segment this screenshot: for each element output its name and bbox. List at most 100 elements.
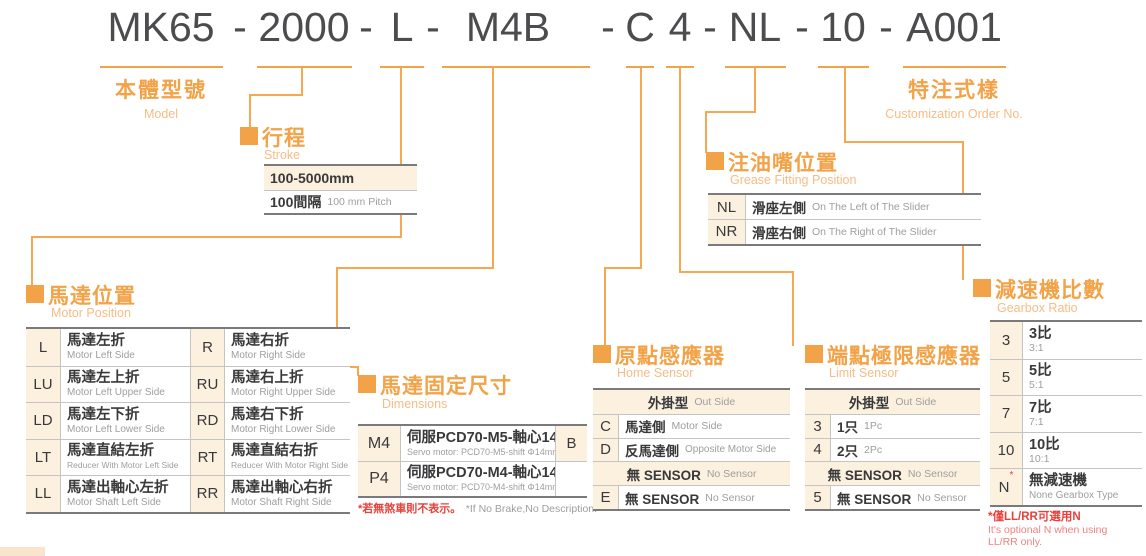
- table-row: NL 滑座左側 On The Left of The Slider: [708, 195, 981, 220]
- table-row: C 馬達側 Motor Side: [593, 413, 790, 438]
- code-segment-motor-position: L: [390, 4, 414, 50]
- connector-line: [31, 236, 402, 238]
- code-separator: -: [233, 4, 247, 50]
- option-label-en: 7:1: [1029, 415, 1044, 428]
- connector-line: [249, 94, 251, 128]
- option-code: RT: [190, 439, 224, 475]
- option-code: RD: [190, 403, 224, 439]
- option-code: N *: [990, 469, 1022, 505]
- stroke-pitch-en: 100 mm Pitch: [327, 195, 392, 208]
- code-separator: -: [359, 4, 373, 50]
- option-label-en: 5:1: [1029, 379, 1044, 392]
- option-label-zh: 馬達出軸心左折: [67, 479, 169, 496]
- option-label-en: Motor Side: [671, 420, 723, 433]
- table-row: LL 馬達出軸心左折 Motor Shaft Left Side RR 馬達出軸…: [26, 475, 350, 512]
- option-label-zh: 5比: [1029, 363, 1052, 380]
- underline: [666, 66, 694, 68]
- code-segment-home-sensor: C: [625, 4, 655, 50]
- option-label-en: Reducer With Motor Left Side: [67, 460, 179, 471]
- table-row: N * 無減速機 None Gearbox Type: [990, 468, 1142, 505]
- option-code: 3: [805, 414, 830, 438]
- option-label-zh: 馬達直結右折: [231, 443, 318, 460]
- connector-line: [705, 111, 756, 113]
- option-label-zh: 馬達出軸心右折: [231, 479, 333, 496]
- option-label-en: On The Left of The Slider: [812, 201, 930, 214]
- gearbox-table: 3 3比 3:1 5 5比 5:1 7 7比 7:1 10 10比 10:1: [990, 320, 1142, 507]
- underline: [380, 66, 424, 68]
- home-sensor-table: 外掛型 Out Side C 馬達側 Motor Side D 反馬達側 Opp…: [593, 388, 790, 511]
- option-code: P4: [358, 462, 400, 496]
- option-label-zh: 滑座右側: [752, 225, 806, 241]
- section-subtitle-gearbox: Gearbox Ratio: [997, 301, 1078, 315]
- connector-line: [31, 236, 33, 286]
- option-code: LD: [26, 403, 60, 439]
- section-subtitle-stroke: Stroke: [264, 148, 301, 162]
- option-code: 7: [990, 396, 1022, 432]
- dimensions-table: M4 伺服PCD70-M5-軸心14 Servo motor: PCD70-M5…: [358, 424, 587, 498]
- code-separator: -: [879, 4, 893, 50]
- option-label-zh: 馬達左上折: [67, 370, 140, 387]
- table-row: 3 1只 1Pc: [805, 413, 980, 438]
- option-code-text: N: [998, 478, 1010, 496]
- option-label-en: Motor Right Lower Side: [231, 423, 336, 435]
- connector-line: [640, 68, 642, 269]
- connector-line: [844, 141, 964, 143]
- option-code: NL: [708, 195, 745, 220]
- code-separator: -: [795, 4, 809, 50]
- table-row: 3 3比 3:1: [990, 322, 1142, 359]
- table-row: LT 馬達直結左折 Reducer With Motor Left Side R…: [26, 438, 350, 475]
- grease-table: NL 滑座左側 On The Left of The Slider NR 滑座右…: [708, 193, 981, 246]
- option-label-en: 3:1: [1029, 342, 1044, 355]
- table-row: LU 馬達左上折 Motor Left Upper Side RU 馬達右上折 …: [26, 365, 350, 402]
- note-zh: *僅LL/RR可選用N: [988, 511, 1081, 523]
- asterisk-mark: *: [1009, 470, 1014, 482]
- connector-line: [604, 267, 642, 269]
- section-title-zh: 特注式樣: [908, 79, 1000, 102]
- underline: [818, 66, 869, 68]
- section-subtitle-grease: Grease Fitting Position: [730, 173, 857, 187]
- option-code: E: [593, 486, 618, 509]
- option-label-zh: 2只: [837, 443, 859, 459]
- bullet-square-icon: [358, 375, 376, 393]
- underline: [100, 66, 223, 68]
- section-title-en: Customization Order No.: [885, 107, 1023, 121]
- option-label-en: Motor Right Side: [231, 350, 306, 362]
- code-segment-model: MK65: [107, 4, 215, 50]
- code-separator: -: [703, 4, 717, 50]
- section-header-motor-position: 馬達位置: [48, 285, 136, 308]
- gearbox-note: *僅LL/RR可選用N It's optional N when using L…: [988, 510, 1107, 548]
- option-code: RU: [190, 366, 224, 402]
- option-label-zh: 馬達左下折: [67, 406, 140, 423]
- option-label-en: Opposite Motor Side: [685, 444, 777, 456]
- option-label-en: Motor Shaft Left Side: [67, 496, 161, 508]
- table-row: 100間隔 100 mm Pitch: [264, 189, 417, 214]
- connector-line: [844, 68, 846, 143]
- option-label-zh: 無 SENSOR: [837, 491, 912, 507]
- dimensions-note: *若無煞車則不表示。 *If No Brake,No Description.: [358, 499, 597, 517]
- connector-line: [301, 68, 303, 96]
- code-segment-dimensions: M4B: [465, 4, 551, 50]
- option-label-zh: 3比: [1029, 326, 1052, 343]
- bullet-square-icon: [26, 285, 44, 303]
- table-row: D 反馬達側 Opposite Motor Side: [593, 437, 790, 462]
- group-label-en: Out Side: [895, 395, 937, 408]
- connector-line: [754, 68, 756, 113]
- option-code: L: [26, 329, 60, 366]
- bullet-square-icon: [805, 345, 823, 363]
- table-row: 100-5000mm: [264, 166, 417, 190]
- bullet-square-icon: [593, 345, 611, 363]
- stroke-range: 100-5000mm: [270, 169, 355, 186]
- option-label-en: No Sensor: [705, 491, 755, 504]
- table-group-row: 外掛型 Out Side: [593, 390, 790, 414]
- option-label-en: Servo motor: PCD70-M4-shift Φ14mm: [407, 482, 555, 492]
- option-code: 5: [990, 359, 1022, 396]
- option-code: 3: [990, 322, 1022, 359]
- option-label-zh: 馬達右上折: [231, 370, 304, 387]
- table-row: 4 2只 2Pc: [805, 437, 980, 462]
- connector-line: [249, 94, 303, 96]
- section-header-gearbox: 減速機比數: [995, 279, 1105, 302]
- connector-line: [705, 111, 707, 153]
- section-subtitle-motor-position: Motor Position: [51, 306, 131, 320]
- connector-line: [400, 68, 402, 238]
- option-label-zh: 伺服PCD70-M4-軸心14: [407, 465, 555, 481]
